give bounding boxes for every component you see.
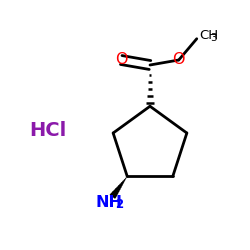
Text: O: O <box>115 52 128 67</box>
Text: O: O <box>172 52 185 67</box>
Text: CH: CH <box>199 29 218 42</box>
Text: 2: 2 <box>116 198 124 211</box>
Text: HCl: HCl <box>29 120 66 140</box>
Text: NH: NH <box>95 194 122 210</box>
Text: 3: 3 <box>210 33 216 43</box>
